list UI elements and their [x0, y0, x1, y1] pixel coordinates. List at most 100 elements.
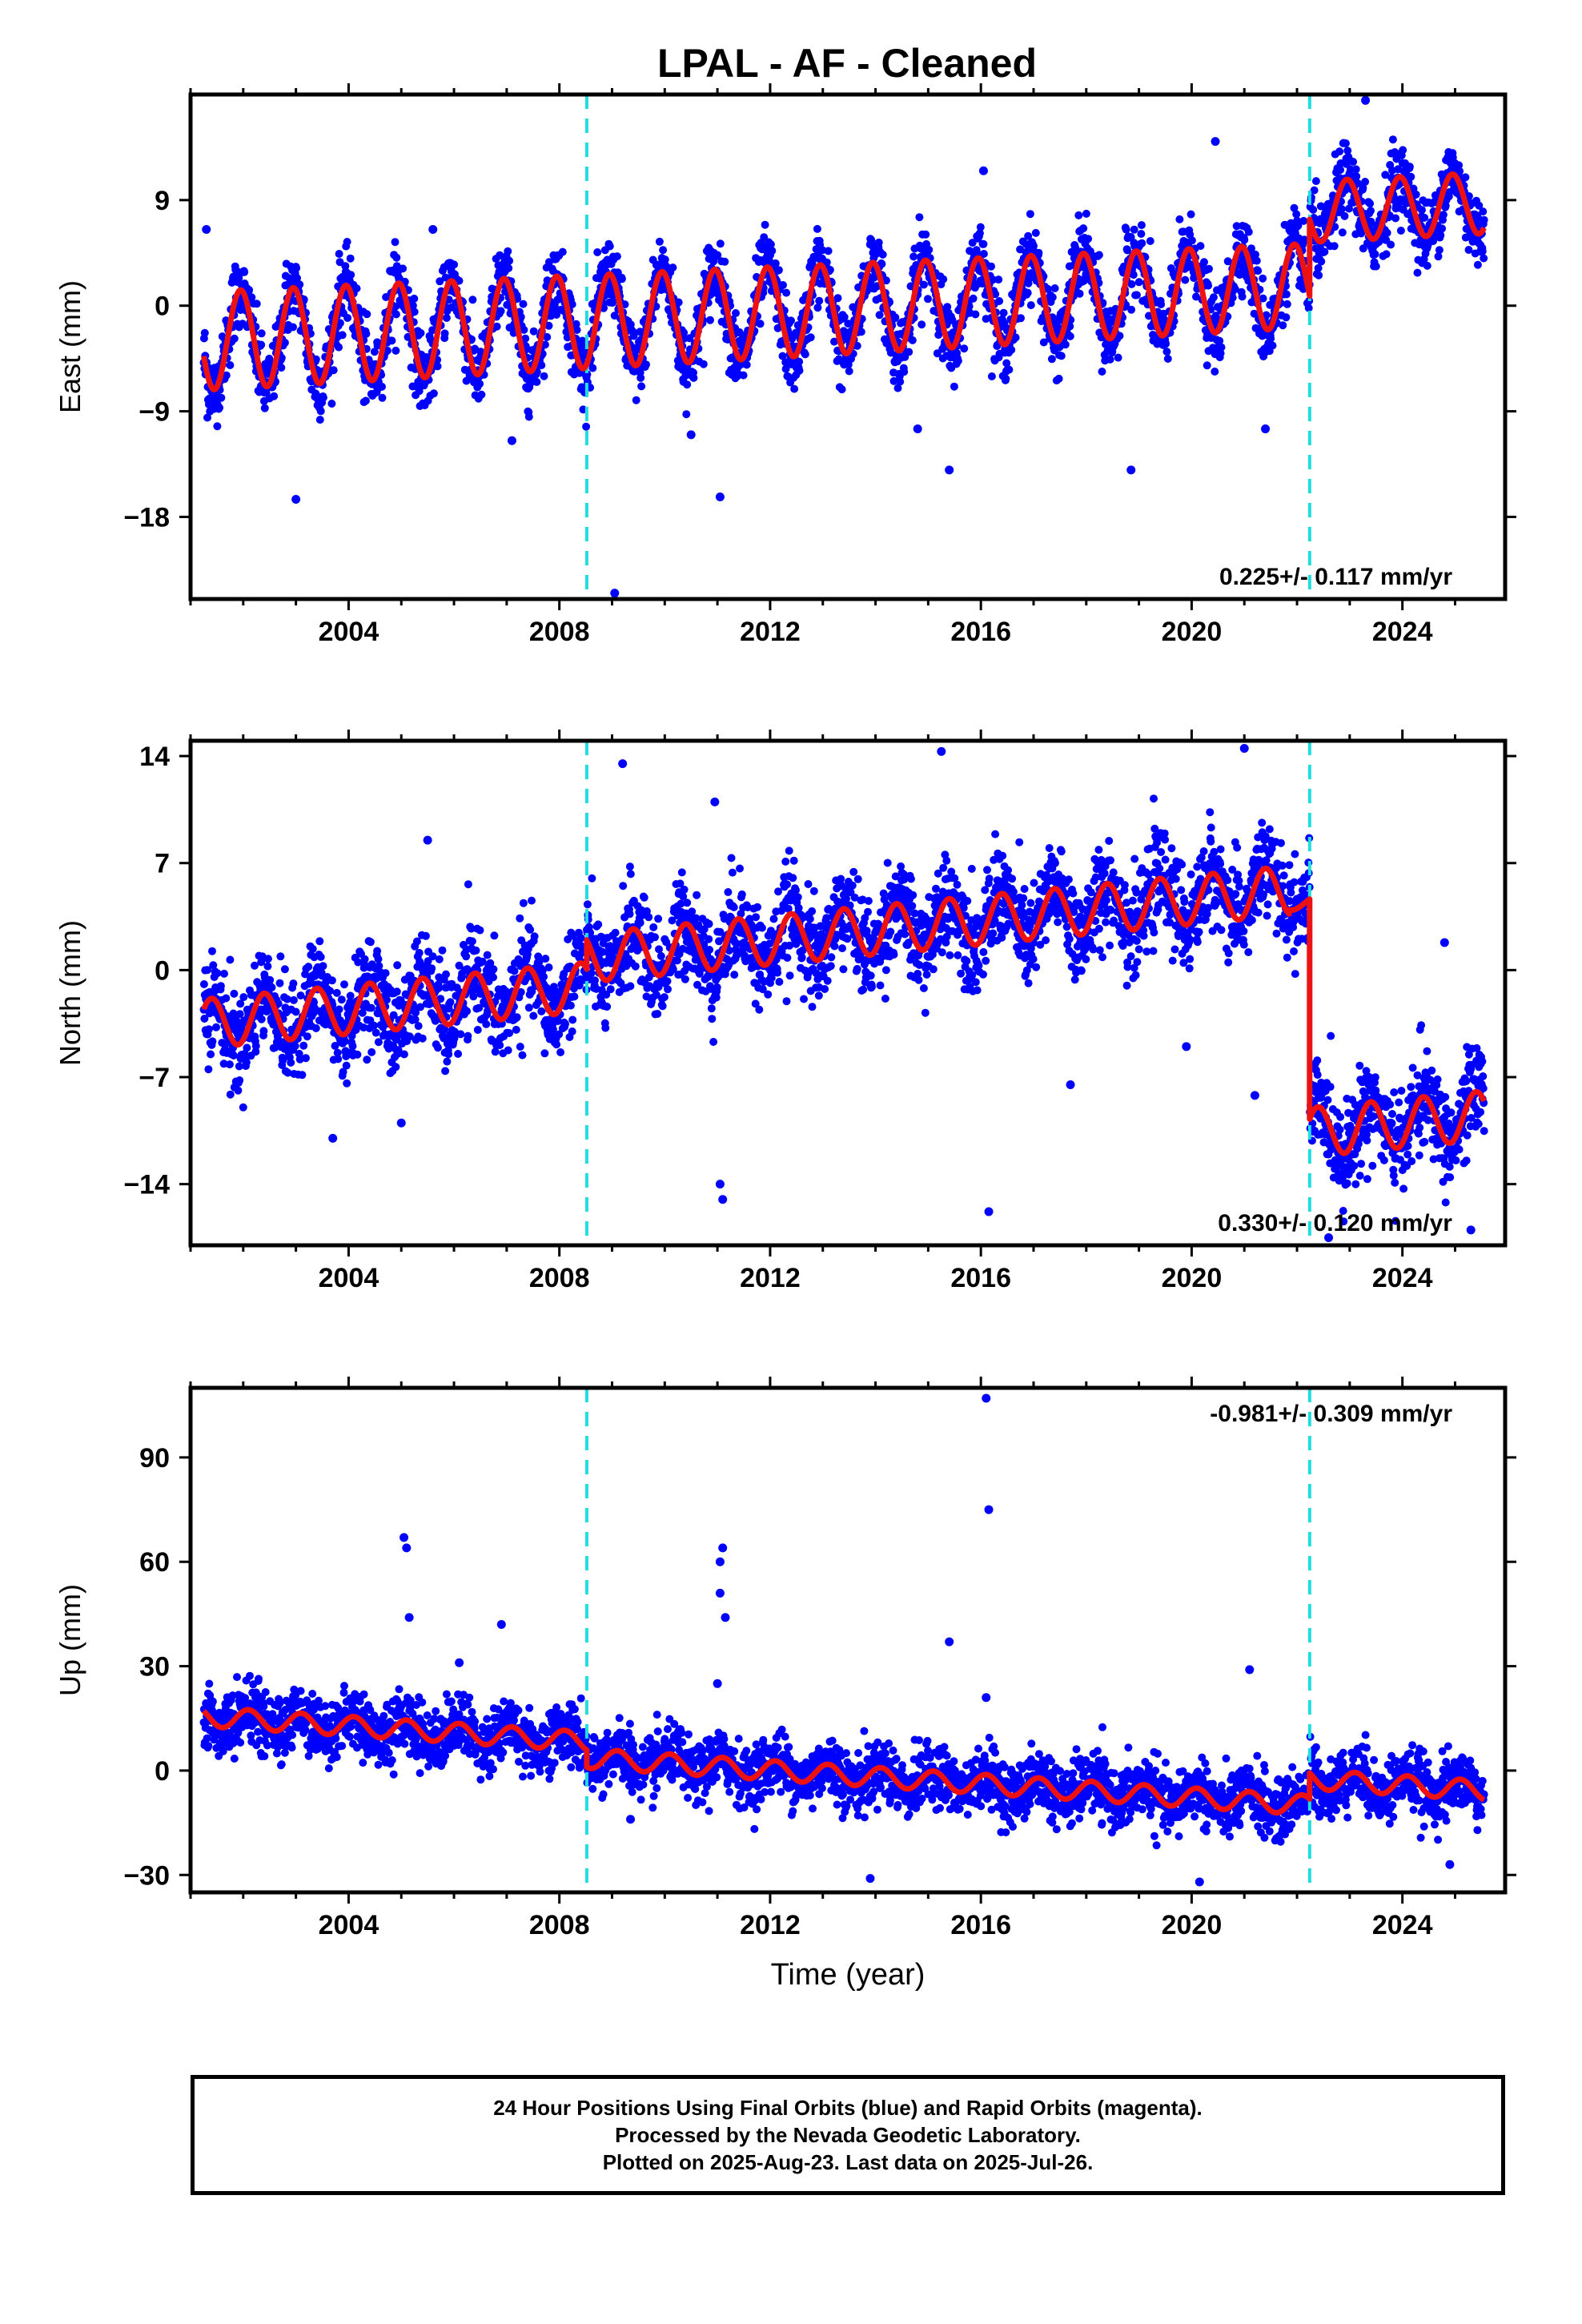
data-point	[410, 294, 419, 303]
data-point	[257, 340, 266, 349]
data-point	[235, 1010, 244, 1019]
data-point	[391, 238, 400, 247]
data-point	[347, 271, 355, 279]
data-point	[1473, 260, 1482, 269]
data-point	[905, 348, 913, 356]
data-point	[1114, 353, 1122, 362]
data-point	[315, 416, 324, 424]
data-point	[252, 300, 261, 308]
data-point	[1244, 227, 1253, 236]
data-point	[787, 316, 795, 325]
data-point	[408, 301, 417, 310]
data-point	[1084, 235, 1093, 243]
data-point	[391, 310, 400, 319]
data-point	[1388, 135, 1397, 144]
data-point	[199, 980, 208, 988]
data-point	[619, 882, 628, 891]
data-point	[1209, 293, 1218, 302]
data-point	[1311, 177, 1320, 186]
data-point	[519, 300, 528, 308]
data-point	[243, 1043, 251, 1052]
data-point	[1420, 213, 1429, 222]
outlier-point	[1261, 424, 1271, 434]
data-point	[378, 382, 386, 391]
data-point	[530, 932, 539, 941]
data-point	[1240, 235, 1249, 244]
data-point	[391, 302, 400, 311]
x-tick-label: 2012	[740, 617, 801, 647]
data-point	[969, 294, 978, 303]
data-point	[216, 982, 225, 991]
data-point	[295, 280, 304, 289]
data-point	[1283, 300, 1291, 308]
data-point	[795, 357, 804, 366]
data-point	[664, 985, 672, 994]
data-point	[326, 987, 335, 995]
data-point	[337, 995, 346, 1004]
data-point	[625, 862, 634, 871]
data-point	[644, 913, 653, 922]
data-point	[556, 1048, 565, 1056]
data-point	[1383, 228, 1391, 237]
data-point	[570, 992, 579, 1001]
data-point	[1254, 267, 1263, 275]
data-point	[208, 947, 216, 955]
data-point	[582, 422, 591, 431]
data-point	[1007, 345, 1016, 354]
data-point	[440, 329, 449, 338]
data-point	[649, 923, 658, 931]
data-point	[833, 294, 842, 303]
data-point	[683, 899, 692, 907]
data-point	[1337, 205, 1346, 213]
y-tick-label: −9	[139, 397, 170, 428]
data-point	[245, 286, 254, 294]
data-point	[327, 976, 336, 985]
data-point	[280, 965, 289, 974]
data-point	[263, 962, 272, 971]
data-point	[391, 346, 400, 355]
data-point	[593, 248, 602, 256]
data-point	[1074, 211, 1083, 219]
data-point	[995, 297, 1004, 305]
data-point	[399, 264, 408, 273]
data-point	[212, 1023, 220, 1031]
data-point	[287, 1058, 295, 1067]
data-point	[1186, 210, 1195, 219]
data-point	[653, 1010, 662, 1018]
data-point	[1330, 242, 1339, 251]
data-point	[612, 252, 621, 261]
data-point	[335, 250, 343, 258]
data-point	[705, 946, 714, 954]
data-point	[1268, 341, 1277, 350]
data-point	[496, 1041, 504, 1050]
data-point	[1175, 215, 1184, 223]
y-tick-label: −18	[123, 502, 170, 533]
data-point	[999, 308, 1008, 317]
data-point	[433, 362, 442, 371]
data-point	[239, 1103, 247, 1112]
data-point	[661, 255, 669, 264]
data-point	[1349, 158, 1358, 166]
data-point	[815, 296, 824, 305]
data-point	[845, 367, 853, 376]
data-point	[346, 254, 355, 263]
data-point	[1079, 224, 1088, 233]
data-point	[220, 969, 228, 978]
data-point	[468, 296, 477, 304]
data-point	[878, 250, 887, 259]
data-point	[541, 955, 550, 963]
data-point	[1138, 239, 1146, 247]
data-point	[1479, 207, 1488, 216]
data-point	[1132, 291, 1141, 300]
data-point	[994, 275, 1003, 284]
data-point	[1438, 224, 1447, 233]
data-point	[335, 319, 344, 328]
data-point	[410, 308, 419, 316]
data-point	[1047, 355, 1056, 364]
data-point	[1461, 173, 1470, 182]
data-point	[343, 238, 351, 246]
data-point	[510, 967, 519, 975]
data-point	[263, 955, 272, 963]
data-point	[601, 1023, 610, 1032]
north-data-points	[199, 744, 1488, 1242]
